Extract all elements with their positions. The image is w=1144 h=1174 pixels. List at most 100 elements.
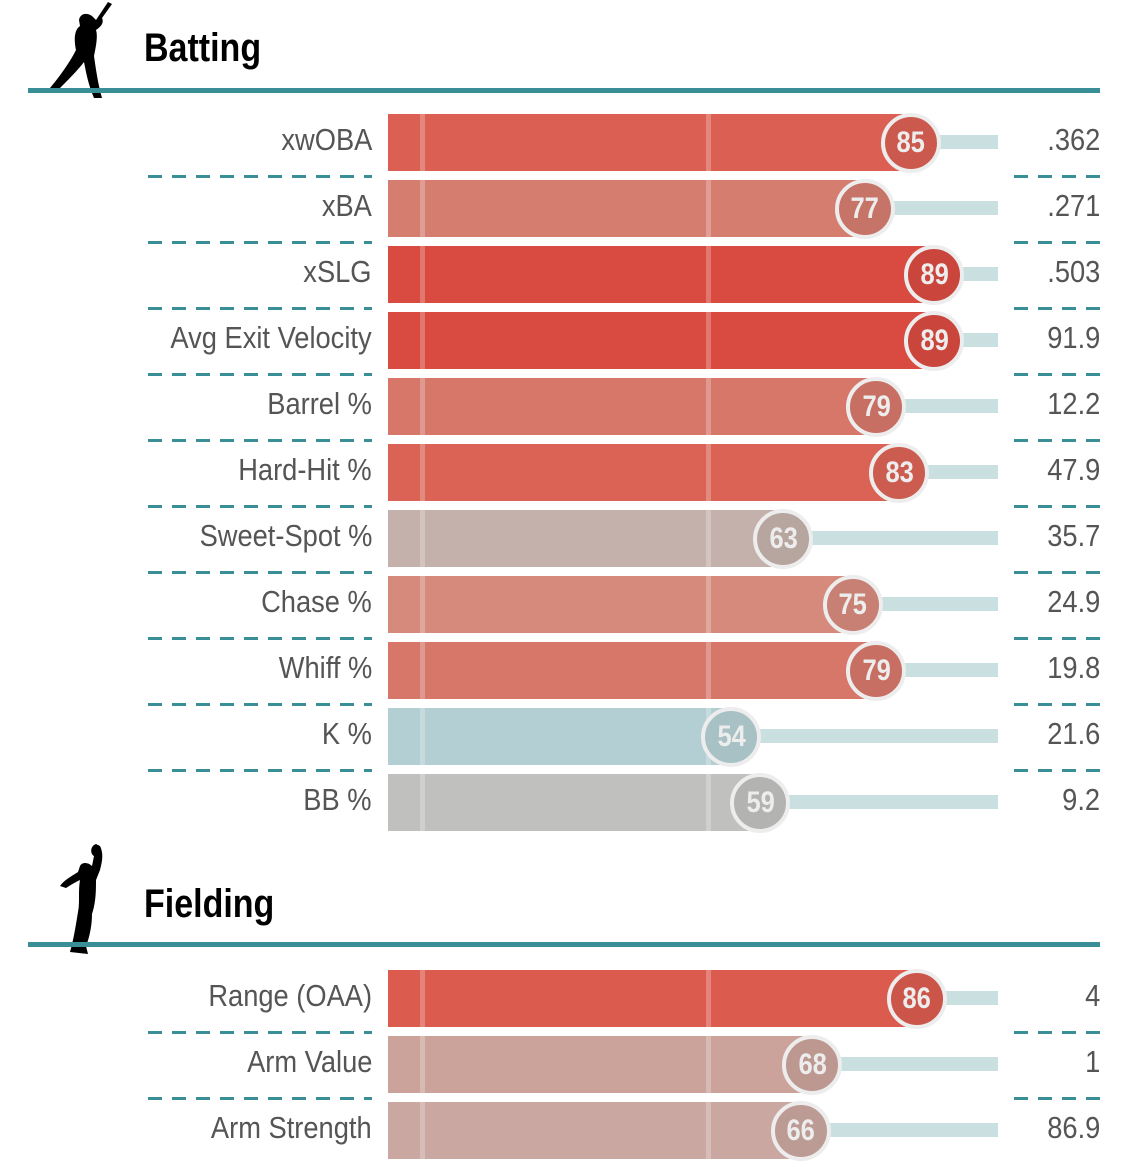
metric-value: 35.7 — [1046, 518, 1100, 553]
metric-value: 1 — [1084, 1044, 1100, 1079]
section-title: Fielding — [144, 882, 275, 926]
metric-row: xwOBA 85 .362 — [0, 113, 1144, 180]
percentile-bar — [388, 246, 935, 303]
metric-label: Hard-Hit % — [238, 452, 372, 487]
separator — [1014, 505, 1100, 508]
tick-line-50 — [706, 774, 711, 831]
percentile-bar — [388, 378, 877, 435]
tick-line — [420, 708, 425, 765]
percentile-badge: 83 — [869, 443, 930, 503]
track — [783, 531, 998, 545]
metric-label: Sweet-Spot % — [199, 518, 372, 553]
metric-label: xSLG — [303, 254, 372, 289]
tick-line — [420, 774, 425, 831]
tick-line — [420, 970, 425, 1027]
percentile-bar — [388, 312, 935, 369]
metric-value: 12.2 — [1046, 386, 1100, 421]
percentile-badge: 79 — [846, 377, 907, 437]
metric-label: Arm Value — [246, 1044, 372, 1079]
separator — [1014, 307, 1100, 310]
metric-label: Range (OAA) — [208, 978, 372, 1013]
section-rule — [28, 88, 1100, 93]
percentile-bar — [388, 510, 784, 567]
separator — [1014, 1097, 1100, 1100]
track — [876, 663, 998, 677]
metric-row: Arm Value 68 1 — [0, 1035, 1144, 1102]
separator — [1014, 241, 1100, 244]
track — [812, 1057, 998, 1071]
tick-line-50 — [706, 642, 711, 699]
metric-label: K % — [321, 716, 372, 751]
percentile-badge: 77 — [834, 179, 895, 239]
percentile-bar — [388, 774, 761, 831]
track — [760, 795, 998, 809]
tick-line-50 — [706, 378, 711, 435]
tick-line — [420, 444, 425, 501]
tick-line — [420, 114, 425, 171]
separator — [148, 1031, 372, 1034]
separator — [1014, 637, 1100, 640]
percentile-badge: 63 — [753, 509, 814, 569]
separator — [1014, 703, 1100, 706]
metric-label: Chase % — [261, 584, 372, 619]
separator — [148, 703, 372, 706]
tick-line-50 — [706, 180, 711, 237]
metric-row: Arm Strength 66 86.9 — [0, 1101, 1144, 1168]
tick-line-50 — [706, 312, 711, 369]
metric-label: xwOBA — [281, 122, 372, 157]
metric-value: .503 — [1046, 254, 1100, 289]
separator — [1014, 1031, 1100, 1034]
tick-line-50 — [706, 576, 711, 633]
percentile-bar — [388, 970, 917, 1027]
separator — [148, 769, 372, 772]
metric-row: xSLG 89 .503 — [0, 245, 1144, 312]
metric-row: Chase % 75 24.9 — [0, 575, 1144, 642]
tick-line — [420, 510, 425, 567]
percentile-badge: 68 — [782, 1035, 843, 1095]
tick-line — [420, 378, 425, 435]
percentile-badge: 89 — [904, 245, 965, 305]
percentile-badge: 86 — [886, 969, 947, 1029]
percentile-badge: 85 — [881, 113, 941, 173]
metric-row: Avg Exit Velocity 89 91.9 — [0, 311, 1144, 378]
tick-line — [420, 576, 425, 633]
percentile-bar — [388, 576, 853, 633]
metric-value: .362 — [1046, 122, 1100, 157]
percentile-bar — [388, 1036, 813, 1093]
percentile-bar — [388, 180, 865, 237]
metric-row: Whiff % 79 19.8 — [0, 641, 1144, 708]
percentile-bar — [388, 642, 877, 699]
metric-value: 9.2 — [1062, 782, 1100, 817]
metric-label: Arm Strength — [211, 1110, 372, 1145]
section-title: Batting — [144, 26, 262, 70]
metric-row: Barrel % 79 12.2 — [0, 377, 1144, 444]
separator — [148, 637, 372, 640]
metric-value: .271 — [1046, 188, 1100, 223]
section-rule — [28, 942, 1100, 947]
tick-line — [420, 642, 425, 699]
separator — [1014, 439, 1100, 442]
metric-label: BB % — [303, 782, 372, 817]
separator — [148, 439, 372, 442]
tick-line-50 — [706, 114, 711, 171]
metric-value: 91.9 — [1046, 320, 1100, 355]
percentile-badge: 59 — [730, 773, 791, 833]
percentile-badge: 79 — [846, 641, 907, 701]
batter-silhouette-icon — [46, 0, 126, 105]
metric-value: 19.8 — [1046, 650, 1100, 685]
separator — [148, 241, 372, 244]
separator — [1014, 571, 1100, 574]
percentile-bar — [388, 708, 732, 765]
metric-value: 21.6 — [1046, 716, 1100, 751]
fielder-silhouette-icon — [56, 842, 116, 962]
track — [731, 729, 998, 743]
percentile-badge: 66 — [770, 1101, 831, 1161]
metric-value: 86.9 — [1046, 1110, 1100, 1145]
percentile-bar — [388, 114, 911, 171]
metric-row: Range (OAA) 86 4 — [0, 969, 1144, 1036]
metric-row: Hard-Hit % 83 47.9 — [0, 443, 1144, 510]
track — [864, 201, 998, 215]
separator — [148, 373, 372, 376]
separator — [148, 505, 372, 508]
tick-line — [420, 246, 425, 303]
